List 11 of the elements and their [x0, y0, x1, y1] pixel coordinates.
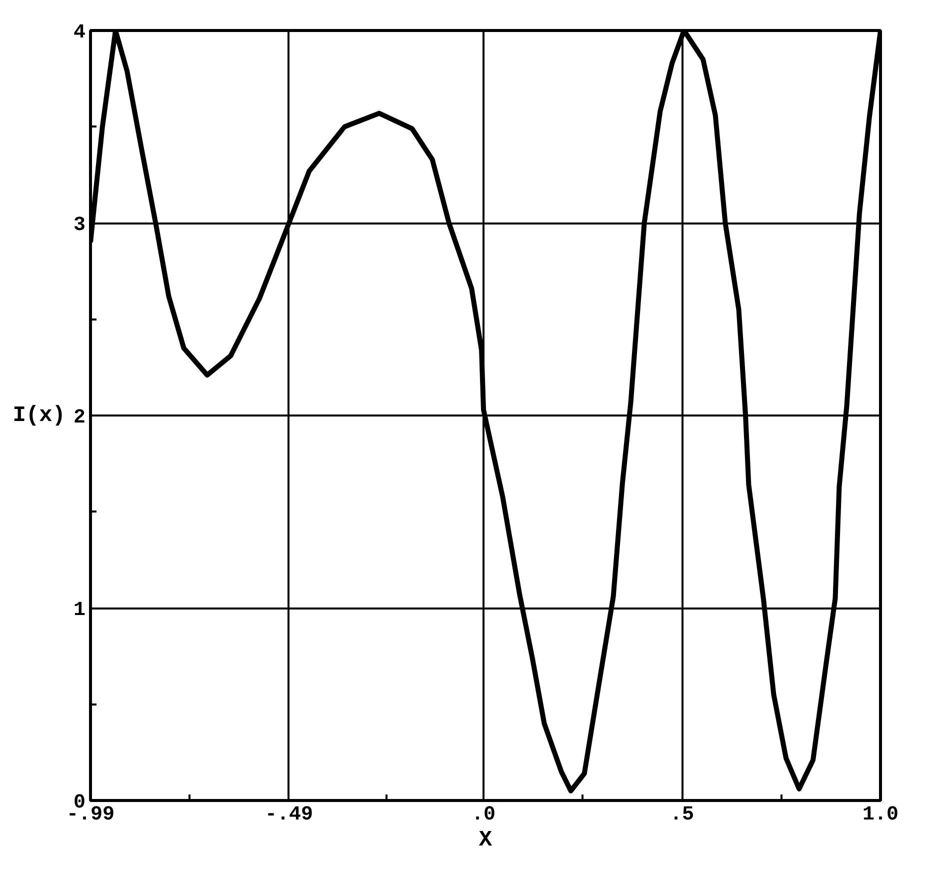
y-tick-label: 0	[74, 792, 86, 814]
x-tick-label: 1.0	[862, 804, 899, 826]
x-tick-label: -.49	[264, 804, 314, 826]
x-axis-title: X	[478, 828, 493, 852]
y-tick-label: 1	[74, 599, 86, 622]
y-tick-label: 3	[74, 214, 86, 237]
y-tick-label: 2	[74, 406, 86, 430]
x-tick-label: .5	[670, 804, 694, 826]
x-tick-label: .0	[472, 804, 496, 826]
y-tick-label: 4	[74, 22, 86, 44]
y-axis-title: I(x)	[12, 403, 66, 428]
